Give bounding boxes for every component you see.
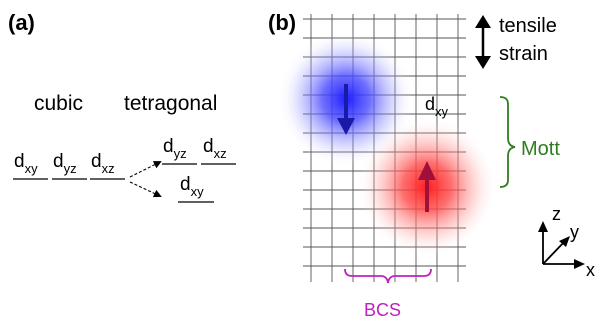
z-axis-arrowhead [538,221,548,232]
coordinate-axes: z y x [538,204,595,280]
panel-b-label: (b) [268,10,296,35]
panel-a: (a) cubic tetragonal dxy dyz dxz dyz dxz… [8,10,236,203]
x-axis-label: x [586,260,595,280]
tetragonal-orbital-dxz: dxz [203,136,227,161]
spin-up-arrow [418,161,436,212]
split-arrow-down [129,181,162,198]
x-axis-arrowhead [574,259,585,269]
panel-b: (b) [268,10,595,320]
y-axis-arrowhead [559,236,570,247]
cubic-orbital-dxz: dxz [91,151,115,176]
mott-bracket [499,96,516,188]
z-axis-label: z [552,204,561,224]
heading-tetragonal: tetragonal [124,92,217,115]
tetragonal-orbital-dxy: dxy [180,174,204,199]
cubic-orbital-dyz: dyz [53,151,77,176]
spin-down-arrow [337,84,355,135]
bcs-bracket [344,268,432,284]
cubic-orbital-dxy: dxy [14,151,38,176]
bcs-label: BCS [364,300,401,320]
strain-label-line2: strain [499,43,548,65]
strain-label-line1: tensile [499,15,557,37]
cubic-orbital-levels: dxy dyz dxz [13,151,125,180]
split-arrow-up [129,161,162,178]
tetragonal-orbital-levels: dyz dxz dxy [162,136,236,203]
y-axis-line [542,239,567,265]
mott-label: Mott [521,138,560,160]
panel-a-label: (a) [8,10,35,35]
tetragonal-orbital-dyz: dyz [163,136,187,161]
heading-cubic: cubic [34,92,83,115]
orbital-label-dxy: dxy [425,94,449,119]
tensile-strain-arrow [475,15,491,69]
y-axis-label: y [570,222,579,242]
